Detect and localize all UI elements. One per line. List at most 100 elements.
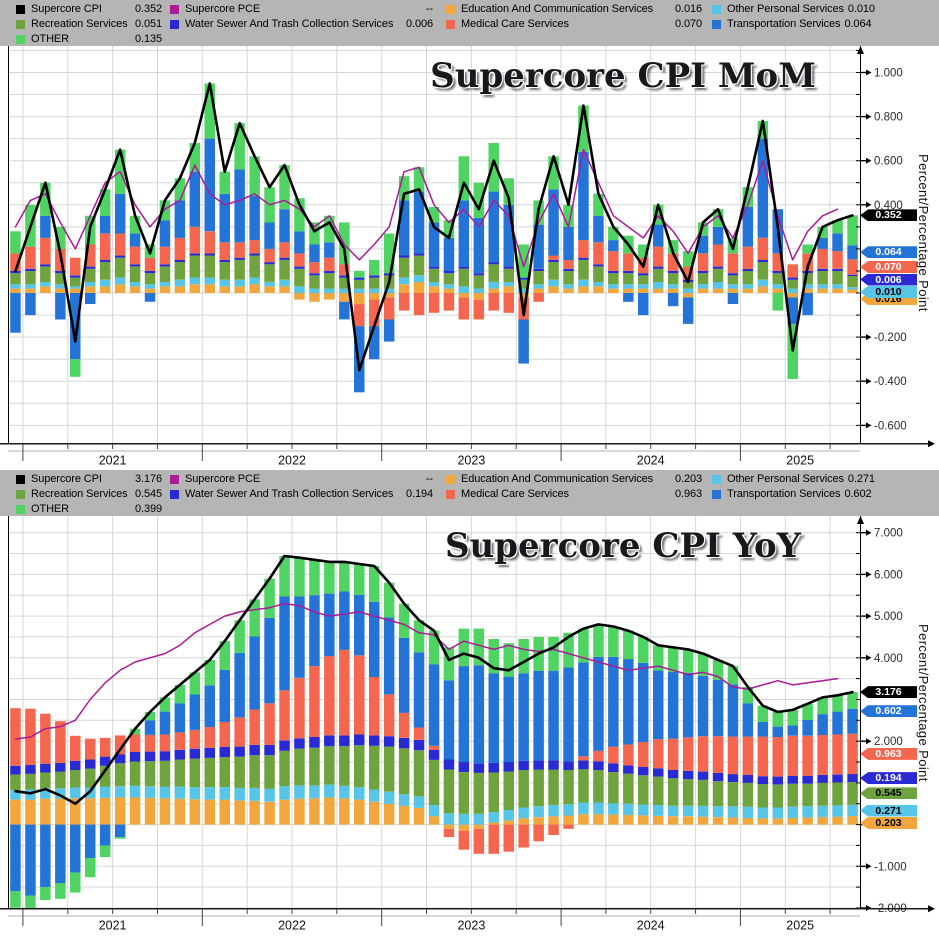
- legend-item-other[interactable]: OTHER 0.135: [16, 33, 162, 45]
- svg-text:2021: 2021: [99, 454, 127, 468]
- legend-item-medical[interactable]: Medical Care Services 0.070: [446, 18, 702, 30]
- svg-text:-1.000: -1.000: [874, 861, 907, 873]
- transportation-swatch-icon: [712, 489, 721, 499]
- legend-label: Supercore PCE: [185, 473, 261, 485]
- legend-value: 0.352: [134, 3, 162, 15]
- recreation-swatch-icon: [16, 19, 25, 29]
- legend-label: Education And Communication Services: [461, 473, 654, 485]
- last-value-badge-medical: 0.070: [860, 261, 917, 273]
- chart-yoy[interactable]: 7.0006.0005.0004.0002.0000.000-1.000-2.0…: [0, 516, 939, 940]
- legend-item-education[interactable]: Education And Communication Services 0.01…: [446, 3, 702, 15]
- legend-item-transportation[interactable]: Transportation Services 0.064: [712, 18, 872, 30]
- water_sewer-swatch-icon: [170, 489, 179, 499]
- svg-text:-0.200: -0.200: [874, 332, 907, 344]
- legend-item-cpi[interactable]: Supercore CPI 0.352: [16, 3, 162, 15]
- legend-item-water_sewer[interactable]: Water Sewer And Trash Collection Service…: [170, 488, 433, 500]
- legend-label: Other Personal Services: [727, 473, 844, 485]
- legend-value: 0.203: [674, 473, 702, 485]
- legend-label: Transportation Services: [727, 488, 841, 500]
- legend-label: Water Sewer And Trash Collection Service…: [185, 18, 394, 30]
- legend-item-recreation[interactable]: Recreation Services 0.545: [16, 488, 162, 500]
- pce-swatch-icon: [170, 474, 179, 484]
- legend-label: Education And Communication Services: [461, 3, 654, 15]
- legend-value: 0.006: [405, 18, 433, 30]
- last-value-badge-cpi: 0.352: [860, 209, 917, 222]
- recreation-swatch-icon: [16, 489, 25, 499]
- svg-text:7.000: 7.000: [874, 528, 903, 540]
- legend-item-recreation[interactable]: Recreation Services 0.051: [16, 18, 162, 30]
- svg-text:2024: 2024: [637, 919, 665, 933]
- legend-yoy: Supercore CPI 3.176 Supercore PCE -- Educati…: [0, 470, 939, 516]
- legend-mom: Supercore CPI 0.352 Supercore PCE -- Educati…: [0, 0, 939, 46]
- legend-value: 0.070: [674, 18, 702, 30]
- cpi-swatch-icon: [16, 4, 25, 14]
- cpi-swatch-icon: [16, 474, 25, 484]
- svg-text:2024: 2024: [637, 454, 665, 468]
- svg-text:2021: 2021: [99, 919, 127, 933]
- last-value-badge-transportation: 0.064: [860, 246, 917, 259]
- legend-value: 0.545: [134, 488, 162, 500]
- other-swatch-icon: [16, 34, 25, 44]
- svg-text:-0.400: -0.400: [874, 376, 907, 388]
- legend-value: 0.963: [674, 488, 702, 500]
- legend-value: --: [425, 3, 433, 15]
- legend-value: 0.051: [134, 18, 162, 30]
- legend-item-pce[interactable]: Supercore PCE --: [170, 473, 433, 485]
- legend-value: 0.194: [405, 488, 433, 500]
- legend-value: 3.176: [134, 473, 162, 485]
- legend-value: 0.010: [847, 3, 875, 15]
- chart-title-yoy: Supercore CPI YoY: [445, 526, 801, 566]
- svg-text:-0.600: -0.600: [874, 420, 907, 432]
- svg-text:1.000: 1.000: [874, 68, 903, 80]
- legend-label: Supercore CPI: [31, 473, 102, 485]
- chart-mom[interactable]: 1.000 0.800 0.600 0.400 -0.200 -0.400 -0.600 20…: [0, 46, 939, 470]
- legend-value: 0.271: [847, 473, 875, 485]
- svg-text:2023: 2023: [457, 454, 485, 468]
- legend-item-water_sewer[interactable]: Water Sewer And Trash Collection Service…: [170, 18, 433, 30]
- svg-text:2023: 2023: [457, 919, 485, 933]
- last-value-badge-water_sewer: 0.194: [860, 772, 917, 785]
- legend-value: --: [425, 473, 433, 485]
- last-value-badge-water_sewer: 0.006: [860, 273, 917, 286]
- other_personal-swatch-icon: [712, 4, 721, 14]
- svg-text:5.000: 5.000: [874, 611, 903, 623]
- legend-label: Recreation Services: [31, 18, 128, 30]
- other-swatch-icon: [16, 504, 25, 514]
- legend-label: OTHER: [31, 33, 70, 45]
- svg-text:0.600: 0.600: [874, 156, 903, 168]
- legend-label: Medical Care Services: [461, 18, 569, 30]
- chart-title-mom: Supercore CPI MoM: [430, 56, 816, 96]
- legend-label: Water Sewer And Trash Collection Service…: [185, 488, 394, 500]
- legend-value: 0.064: [844, 18, 872, 30]
- medical-swatch-icon: [446, 489, 455, 499]
- other_personal-swatch-icon: [712, 474, 721, 484]
- last-value-badge-other_personal: 0.010: [860, 286, 917, 298]
- last-value-badge-recreation: 0.545: [860, 787, 917, 800]
- legend-item-other[interactable]: OTHER 0.399: [16, 503, 162, 515]
- legend-item-other_personal[interactable]: Other Personal Services 0.010: [712, 3, 875, 15]
- education-swatch-icon: [446, 474, 455, 484]
- last-value-badge-education: 0.203: [860, 817, 917, 829]
- svg-text:2022: 2022: [278, 454, 306, 468]
- svg-text:2025: 2025: [786, 919, 814, 933]
- last-value-badge-medical: 0.963: [860, 747, 917, 760]
- pce-swatch-icon: [170, 4, 179, 14]
- svg-text:0.800: 0.800: [874, 112, 903, 124]
- plot-area-mom[interactable]: 1.000 0.800 0.600 0.400 -0.200 -0.400 -0.600 20…: [0, 46, 939, 470]
- legend-item-education[interactable]: Education And Communication Services 0.20…: [446, 473, 702, 485]
- water_sewer-swatch-icon: [170, 19, 179, 29]
- svg-text:4.000: 4.000: [874, 653, 903, 665]
- legend-value: 0.399: [134, 503, 162, 515]
- legend-label: Supercore CPI: [31, 3, 102, 15]
- legend-item-medical[interactable]: Medical Care Services 0.963: [446, 488, 702, 500]
- legend-item-pce[interactable]: Supercore PCE --: [170, 3, 433, 15]
- svg-text:0.400: 0.400: [874, 200, 903, 212]
- plot-area-yoy[interactable]: 7.0006.0005.0004.0002.0000.000-1.000-2.0…: [0, 516, 939, 940]
- legend-item-other_personal[interactable]: Other Personal Services 0.271: [712, 473, 875, 485]
- medical-swatch-icon: [446, 19, 455, 29]
- svg-text:2025: 2025: [786, 454, 814, 468]
- legend-item-transportation[interactable]: Transportation Services 0.602: [712, 488, 872, 500]
- y-axis-title-yoy: Percent/Percentage Point: [916, 624, 931, 782]
- legend-item-cpi[interactable]: Supercore CPI 3.176: [16, 473, 162, 485]
